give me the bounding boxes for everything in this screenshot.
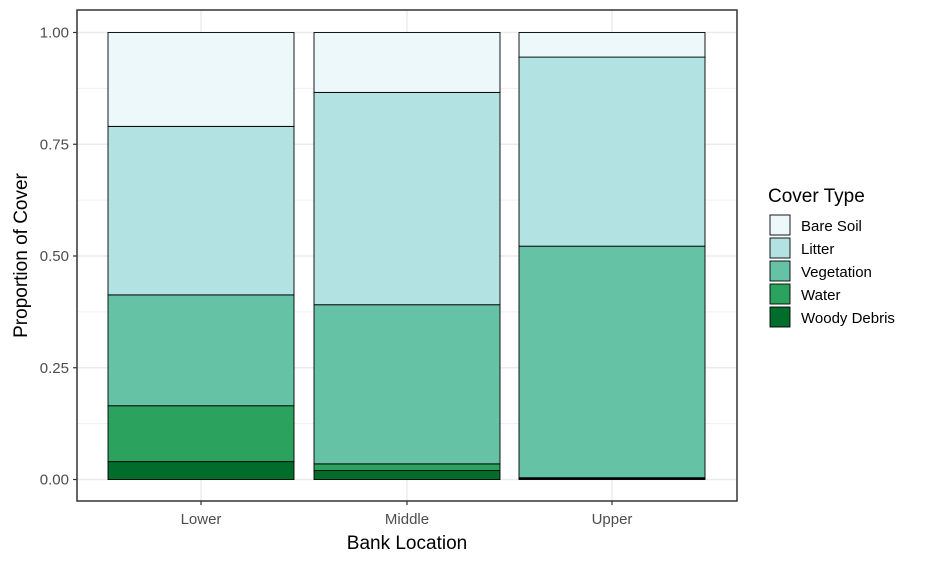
legend-key-bare-soil: [769, 214, 791, 236]
bar-segment-litter-middle: [313, 91, 501, 306]
legend-label-woody-debris: Woody Debris: [801, 310, 895, 327]
legend-key-litter: [769, 237, 791, 259]
x-tick-label-middle: Middle: [385, 511, 429, 528]
bar-segment-vegetation-middle: [313, 304, 501, 465]
x-axis-title: Bank Location: [347, 533, 467, 554]
bar-segment-litter-upper: [518, 56, 706, 247]
bar-segment-woody-debris-lower: [107, 461, 295, 480]
y-tick-label: 0.50: [40, 248, 69, 265]
bar-segment-bare-soil-upper: [518, 32, 706, 58]
y-tick-label: 0.00: [40, 472, 69, 489]
bar-segment-vegetation-lower: [107, 294, 295, 407]
y-tick-label: 0.25: [40, 360, 69, 377]
legend-label-litter: Litter: [801, 241, 834, 258]
legend-label-vegetation: Vegetation: [801, 264, 872, 281]
bar-segment-litter-lower: [107, 125, 295, 296]
legend-label-water: Water: [801, 287, 840, 304]
y-tick-label: 1.00: [40, 25, 69, 42]
legend-key-vegetation: [769, 260, 791, 282]
legend-key-water: [769, 283, 791, 305]
bar-segment-bare-soil-lower: [107, 32, 295, 127]
axes-layer: 0.00 0.25 0.50 0.75 1.00 Lower Middle Upper: [40, 25, 633, 529]
y-axis-title: Proportion of Cover: [11, 172, 32, 337]
bar-segment-bare-soil-middle: [313, 32, 501, 93]
bar-segment-water-lower: [107, 405, 295, 463]
bar-segment-woody-debris-middle: [313, 470, 501, 480]
bars-layer: [107, 32, 706, 480]
legend-title: Cover Type: [768, 186, 865, 207]
bar-segment-water-middle: [313, 463, 501, 472]
legend: Cover Type Bare Soil Litter Vegetation Wate…: [768, 186, 895, 328]
bar-segment-vegetation-upper: [518, 245, 706, 479]
x-tick-label-upper: Upper: [592, 511, 633, 528]
y-tick-label: 0.75: [40, 136, 69, 153]
legend-key-woody-debris: [769, 306, 791, 328]
x-tick-label-lower: Lower: [181, 511, 222, 528]
legend-label-bare-soil: Bare Soil: [801, 218, 862, 235]
